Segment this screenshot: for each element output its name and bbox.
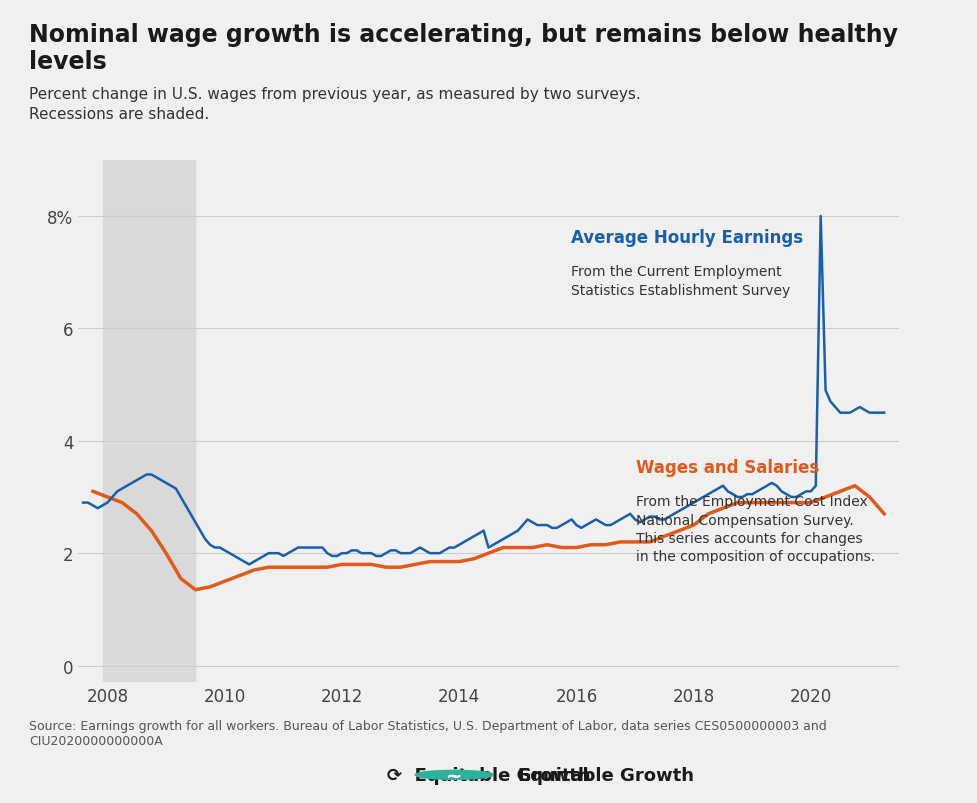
Text: Percent change in U.S. wages from previous year, as measured by two surveys.
Rec: Percent change in U.S. wages from previo… [29,87,641,121]
Text: Average Hourly Earnings: Average Hourly Earnings [571,228,803,247]
Text: Source: Earnings growth for all workers. Bureau of Labor Statistics, U.S. Depart: Source: Earnings growth for all workers.… [29,719,828,747]
Text: ⟳  Equitable Growth: ⟳ Equitable Growth [387,766,590,784]
Text: ~: ~ [446,765,462,785]
Circle shape [415,770,493,780]
Text: Nominal wage growth is accelerating, but remains below healthy
levels: Nominal wage growth is accelerating, but… [29,22,898,74]
Text: Equitable Growth: Equitable Growth [518,766,694,784]
Text: From the Current Employment
Statistics Establishment Survey: From the Current Employment Statistics E… [571,265,789,297]
Bar [103,161,195,683]
Text: Wages and Salaries: Wages and Salaries [636,458,820,476]
Text: From the Employment Cost Index
National Compensation Survey.
This series account: From the Employment Cost Index National … [636,495,875,564]
